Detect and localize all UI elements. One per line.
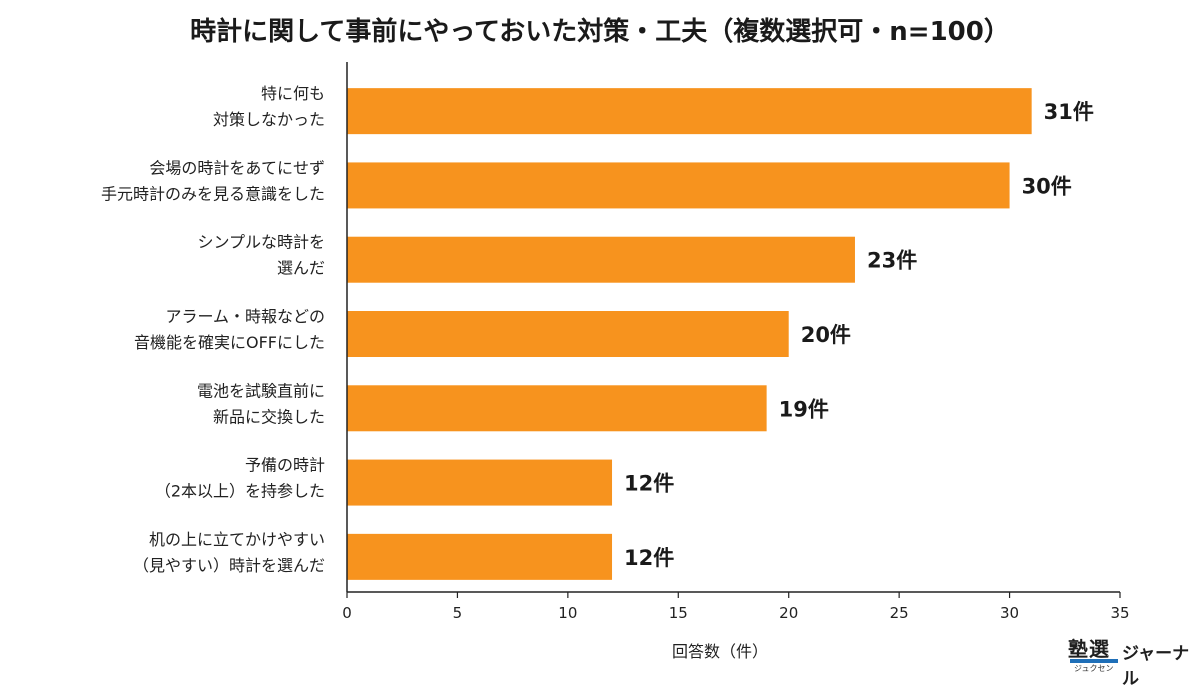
bar-5 [347, 385, 767, 432]
x-tick-label-30: 30 [1000, 604, 1019, 622]
logo-ruby: ジュクセン [1074, 664, 1114, 673]
value-label-2: 30件 [1022, 174, 1072, 198]
bar-6 [347, 459, 613, 506]
x-tick-label-15: 15 [669, 604, 688, 622]
value-label-1: 31件 [1044, 100, 1094, 124]
bar-1 [347, 88, 1032, 135]
logo-text: ジャーナル [1122, 644, 1190, 689]
category-label-1: 特に何も対策しなかった [213, 84, 325, 129]
x-axis-label: 回答数（件） [672, 642, 768, 661]
x-tick-label-10: 10 [558, 604, 577, 622]
x-tick-label-5: 5 [453, 604, 463, 622]
category-label-5: 電池を試験直前に新品に交換した [197, 381, 325, 426]
category-label-6: 予備の時計（2本以上）を持参した [155, 456, 325, 501]
x-tick-label-0: 0 [342, 604, 352, 622]
value-label-4: 20件 [801, 323, 851, 347]
bar-4 [347, 311, 789, 357]
logo-underline [1070, 659, 1118, 663]
bar-3 [347, 236, 855, 283]
bars-group: 31件 特に何も対策しなかった 30件 会場の時計をあてにせず手元時計のみを見る意識を… [101, 84, 1094, 580]
category-label-4: アラーム・時報などの音機能を確実にOFFにした [134, 307, 325, 352]
category-label-2: 会場の時計をあてにせず手元時計のみを見る意識をした [101, 158, 325, 203]
value-label-7: 12件 [624, 546, 674, 570]
x-tick-label-20: 20 [779, 604, 798, 622]
category-label-7: 机の上に立てかけやすい（見やすい）時計を選んだ [133, 530, 325, 575]
category-label-3: シンプルな時計を選んだ [197, 233, 325, 278]
value-label-3: 23件 [867, 249, 917, 273]
juku-sen-journal-logo: 塾選 ジュクセン ジャーナル [1068, 633, 1194, 689]
bar-chart: 時計に関して事前にやっておいた対策・工夫（複数選択可・n=100） 31件 特に何… [101, 16, 1130, 661]
bar-7 [347, 533, 613, 580]
bar-2 [347, 162, 1010, 209]
logo-mark: 塾選 [1068, 637, 1110, 661]
x-tick-label-25: 25 [890, 604, 909, 622]
value-label-5: 19件 [779, 397, 829, 421]
axes-group: 0 5 10 15 20 25 30 35 [342, 62, 1130, 622]
chart-title: 時計に関して事前にやっておいた対策・工夫（複数選択可・n=100） [190, 16, 1010, 47]
value-label-6: 12件 [624, 472, 674, 496]
x-tick-label-35: 35 [1110, 604, 1129, 622]
